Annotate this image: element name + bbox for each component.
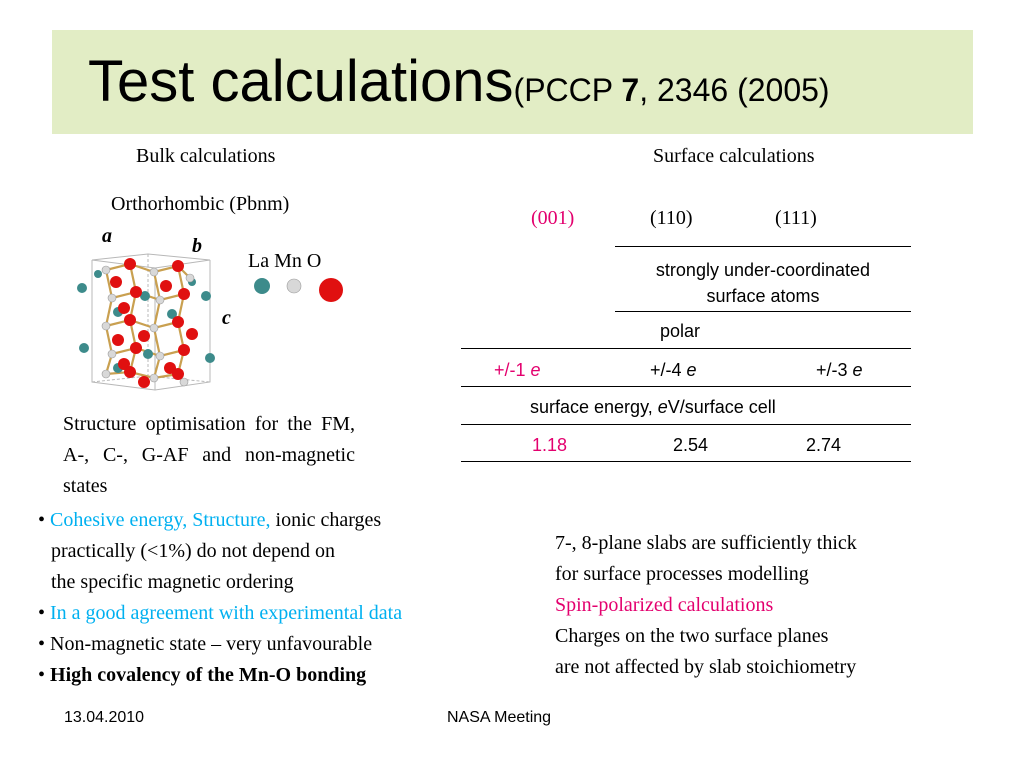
bullet-agreement: • In a good agreement with experimental …	[38, 602, 403, 624]
note-slabs-thick: 7-, 8-plane slabs are sufficiently thick	[555, 532, 857, 554]
table-rule-5	[461, 424, 911, 425]
axis-label-b: b	[192, 235, 202, 257]
bullet-cohesive: • Cohesive energy, Structure, ionic char…	[38, 509, 382, 531]
structure-note: Structure optimisation for the FM, A-, C…	[63, 413, 355, 497]
atom-legend-spheres	[254, 278, 343, 302]
mn-legend-sphere	[286, 278, 302, 294]
bullet-cohesive-line2: practically (<1%) do not depend on	[51, 540, 335, 562]
footer-date: 13.04.2010	[64, 709, 145, 726]
o-atoms	[110, 258, 198, 388]
note-processes: for surface processes modelling	[555, 563, 809, 585]
slide-title: Test calculations(PCCP 7, 2346 (2005)	[88, 48, 830, 115]
plane-110: (110)	[650, 207, 693, 229]
note-charges: Charges on the two surface planes	[555, 625, 829, 647]
atom-legend-text: La Mn O	[248, 250, 321, 272]
table-rule-2	[615, 311, 911, 312]
energy-111: 2.74	[806, 435, 842, 455]
note-spin-polarized: Spin-polarized calculations	[555, 594, 774, 616]
undercoordinated-line2: surface atoms	[706, 286, 820, 306]
table-rule-1	[615, 246, 911, 247]
axis-label-a: a	[102, 225, 112, 247]
table-rule-4	[461, 386, 911, 387]
o-legend-sphere	[319, 278, 343, 302]
bullet-covalency: • High covalency of the Mn-O bonding	[38, 664, 367, 686]
structure-label: Orthorhombic (Pbnm)	[111, 193, 290, 215]
energy-001: 1.18	[532, 435, 568, 455]
undercoordinated-row: strongly under-coordinated surface atoms	[615, 257, 911, 309]
la-legend-sphere	[254, 278, 270, 294]
la-atoms	[77, 270, 215, 373]
note-stoichiometry: are not affected by slab stoichiometry	[555, 656, 857, 678]
plane-001: (001)	[531, 207, 575, 229]
surface-notes: 7-, 8-plane slabs are sufficiently thick…	[555, 528, 857, 683]
mn-atoms	[101, 265, 195, 387]
footer-event: NASA Meeting	[447, 709, 552, 726]
bullet-nonmagnetic: • Non-magnetic state – very unfavourable	[38, 633, 373, 655]
title-reference: (PCCP 7, 2346 (2005)	[513, 72, 830, 108]
energy-110: 2.54	[673, 435, 709, 455]
surface-energy-label: surface energy, eV/surface cell	[530, 397, 776, 417]
bulk-header: Bulk calculations	[136, 145, 276, 167]
charge-001: +/-1 e	[494, 360, 541, 380]
plane-111: (111)	[775, 207, 817, 229]
table-rule-3	[461, 348, 911, 349]
title-main-text: Test calculations	[88, 49, 514, 114]
charge-110: +/-4 e	[650, 360, 697, 380]
conclusions-list: • Cohesive energy, Structure, ionic char…	[38, 505, 402, 691]
polar-row: polar	[660, 321, 701, 341]
charge-111: +/-3 e	[816, 360, 863, 380]
table-rule-6	[461, 461, 911, 462]
crystal-structure-figure: a b c La Mn O	[77, 225, 343, 391]
bullet-cohesive-line3: the specific magnetic ordering	[51, 571, 294, 593]
surface-header: Surface calculations	[653, 145, 815, 167]
axis-label-c: c	[222, 307, 231, 329]
undercoordinated-line1: strongly under-coordinated	[655, 260, 871, 280]
title-bar	[52, 30, 973, 134]
